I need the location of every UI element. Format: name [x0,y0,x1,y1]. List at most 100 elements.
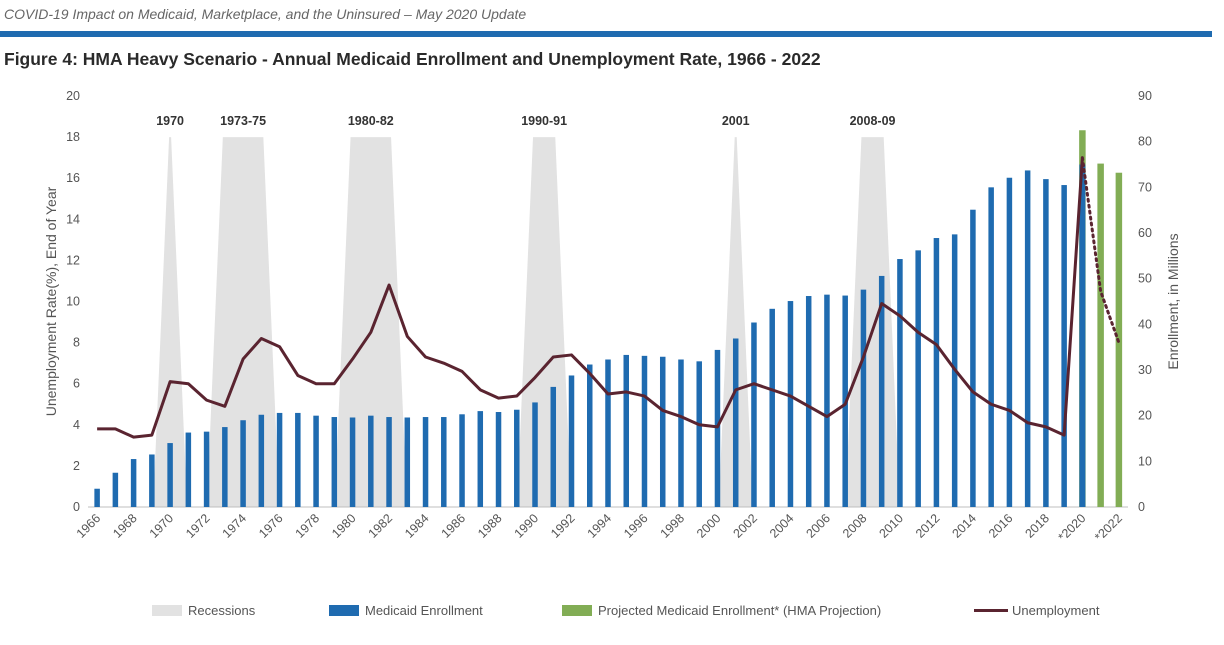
x-tick-label: 1986 [439,511,469,541]
medicaid-bar [386,417,392,507]
medicaid-bar [970,209,976,507]
medicaid-bar [130,459,137,507]
x-tick-label: 1984 [402,511,432,541]
medicaid-bar [824,294,830,507]
recession-band-0 [153,137,188,507]
medicaid-bar [149,454,155,507]
medicaid-bar [295,412,301,507]
medicaid-bar [459,414,465,507]
medicaid-bar [1043,179,1049,507]
y-left-tick-label: 6 [73,377,80,391]
medicaid-bar [313,415,319,507]
medicaid-bar [860,289,867,507]
y-left-tick-label: 18 [66,130,80,144]
medicaid-bar [94,488,100,507]
medicaid-bar [422,417,429,507]
y-left-axis-title: Unemployment Rate(%), End of Year [43,186,59,416]
y-right-tick-label: 10 [1138,454,1152,468]
medicaid-bar [185,432,192,507]
medicaid-bar [605,359,611,507]
legend-label-projected: Projected Medicaid Enrollment* (HMA Proj… [598,603,882,618]
legend-item-recessions: Recessions [152,603,255,618]
y-left-tick-label: 0 [73,500,80,514]
medicaid-bar [514,409,520,507]
legend-item-medicaid: Medicaid Enrollment [329,603,483,618]
recession-label-4: 2001 [722,114,750,128]
x-tick-label: 1974 [220,511,250,541]
medicaid-bar [477,411,484,507]
x-tick-label: 2010 [876,511,906,541]
x-tick-label: 2004 [767,511,797,541]
medicaid-bar [441,417,447,507]
medicaid-bar [732,338,739,507]
x-tick-label: 2000 [694,511,724,541]
y-right-tick-label: 20 [1138,409,1152,423]
figure-title: Figure 4: HMA Heavy Scenario - Annual Me… [4,49,821,69]
legend-label-medicaid: Medicaid Enrollment [365,603,483,618]
y-left-tick-label: 8 [73,336,80,350]
medicaid-bar [915,250,921,507]
y-left-tick-label: 14 [66,212,80,226]
medicaid-bar [203,431,210,507]
x-tick-label: 1968 [110,511,140,541]
medicaid-bar [240,420,246,507]
x-tick-label: *2020 [1055,511,1088,544]
y-right-tick-label: 90 [1138,89,1152,103]
y-right-tick-label: 40 [1138,317,1152,331]
recession-band-1 [206,137,280,507]
medicaid-bar [878,275,885,507]
medicaid-bar [258,414,265,507]
x-tick-label: 1978 [293,511,323,541]
legend-swatch-recessions [152,605,182,616]
medicaid-bar [714,349,721,507]
x-tick-label: *2022 [1092,511,1125,544]
legend-line-unemployment [974,609,1008,612]
medicaid-bar [1061,185,1067,508]
recession-label-3: 1990-91 [521,114,567,128]
x-tick-label: 1996 [621,511,651,541]
y-left-tick-label: 10 [66,295,80,309]
x-tick-label: 1972 [183,511,213,541]
x-tick-label: 1998 [658,511,688,541]
medicaid-bar [568,375,575,507]
x-tick-label: 1992 [548,511,578,541]
y-left-tick-label: 2 [73,459,80,473]
y-left-tick-label: 20 [66,89,80,103]
recession-label-0: 1970 [156,114,184,128]
medicaid-bar [167,443,173,507]
legend-item-unemployment: Unemployment [974,603,1099,618]
medicaid-bar [276,412,283,507]
medicaid-bar [678,359,684,507]
x-tick-label: 2018 [1022,511,1052,541]
x-tick-label: 1994 [585,511,615,541]
medicaid-bar [897,259,903,507]
medicaid-bar [587,364,593,507]
unemployment-projection-line [1080,156,1121,345]
legend-item-projected: Projected Medicaid Enrollment* (HMA Proj… [562,603,881,618]
chart: 1970 1973-75 1980-82 1990-91 2001 2008-09 0 2 4 6… [43,89,1181,544]
x-tick-label: 1980 [329,511,359,541]
x-tick-label: 1976 [256,511,286,541]
medicaid-bar [404,417,411,507]
medicaid-bar [805,296,812,507]
medicaid-bar [1006,177,1013,507]
medicaid-bar [1024,170,1031,508]
recession-label-5: 2008-09 [850,114,896,128]
x-tick-label: 2012 [913,511,943,541]
recession-band-2 [334,137,408,507]
x-tick-label: 1982 [366,511,396,541]
y-right-tick-label: 80 [1138,135,1152,149]
medicaid-bar [112,472,119,507]
x-tick-label: 2014 [949,511,979,541]
y-right-tick-label: 30 [1138,363,1152,377]
medicaid-bar-2020 [1079,164,1086,507]
medicaid-bar [659,356,666,507]
x-tick-label: 1970 [147,511,177,541]
y-right-tick-label: 70 [1138,180,1152,194]
medicaid-bar [532,402,538,507]
x-tick-label: 1966 [74,511,104,541]
recession-label-1: 1973-75 [220,114,266,128]
medicaid-bar [933,238,940,508]
projected-bar [1097,163,1104,507]
legend-label-recessions: Recessions [188,603,256,618]
